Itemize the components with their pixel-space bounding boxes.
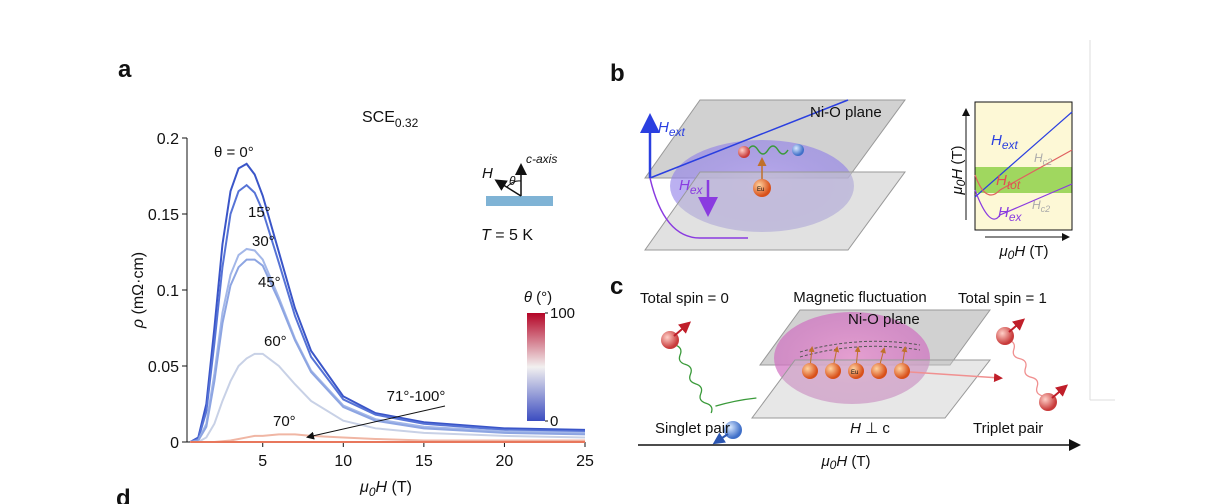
- hex-line: [974, 183, 1073, 220]
- y-axis-label: ρ (mΩ·cm): [130, 252, 147, 329]
- x-tick-label: 20: [496, 453, 514, 470]
- inset-label: c-axis: [526, 152, 557, 166]
- hext-line: [649, 99, 849, 179]
- electron: [792, 144, 804, 156]
- series-label: 70°: [273, 413, 296, 430]
- series-label: θ = 0°: [214, 144, 254, 161]
- pair-wave: [1007, 339, 1044, 397]
- transition-arrow: [909, 371, 1003, 383]
- panel-label: c: [610, 273, 623, 300]
- spin-arrow: [1051, 384, 1069, 399]
- line: [190, 247, 586, 443]
- panel-label: d: [116, 485, 131, 504]
- y-tick-label: 0: [170, 435, 179, 452]
- x-axis-label: μ0H (T): [359, 479, 412, 499]
- eu-ion: [871, 363, 887, 379]
- htot-line: [974, 149, 1073, 196]
- series-label: 45°: [258, 274, 281, 291]
- substrate: [486, 196, 553, 206]
- x-tick-label: 25: [576, 453, 594, 470]
- series-label: 15°: [248, 204, 271, 221]
- series-label: 30°: [252, 233, 275, 250]
- panel-label: b: [610, 60, 625, 87]
- colorbar-label: θ (°): [524, 289, 552, 306]
- diagram-text: Total spin = 1: [958, 290, 1047, 307]
- inset-line-label: Hext: [991, 132, 1019, 152]
- inset-axis-label: μ0H (T): [998, 243, 1048, 262]
- eu-ion: [753, 179, 771, 197]
- field-arrow: [494, 179, 522, 197]
- fluctuation-path: [799, 340, 921, 353]
- inset-line-label: Hex: [998, 204, 1023, 224]
- x-tick-label: 15: [415, 453, 433, 470]
- eu-ion: [825, 363, 841, 379]
- angle-arc: [506, 180, 522, 188]
- eu-chain: [802, 346, 910, 379]
- inset-line-label: Hc2: [1032, 198, 1050, 214]
- spin-arrow: [712, 432, 729, 445]
- temperature: T = 5 K: [481, 227, 533, 244]
- diagram-text: Total spin = 0: [640, 290, 729, 307]
- pair-wave: [674, 344, 757, 414]
- plane-label: Ni-O plane: [810, 104, 882, 121]
- pair-wave: [747, 145, 789, 155]
- colorbar: [527, 313, 545, 421]
- spin-arrow: [1008, 318, 1026, 333]
- ion-label: Eu: [851, 370, 858, 376]
- plane-label: Ni-O plane: [848, 311, 920, 328]
- y-tick-label: 0.05: [148, 359, 179, 376]
- inset-line-label: Hc2: [1034, 151, 1052, 167]
- spin-arrow: [673, 321, 692, 337]
- colorbar-tick-label: 100: [550, 305, 575, 322]
- electron: [738, 146, 750, 158]
- fluctuation-cloud: [774, 312, 930, 404]
- eu-ion: [848, 363, 864, 379]
- eu-ion: [802, 363, 818, 379]
- series-label: 60°: [264, 333, 287, 350]
- line: [189, 162, 586, 443]
- hext-line: [974, 111, 1073, 198]
- hext-label: Hext: [658, 119, 686, 139]
- diagram-text: Magnetic fluctuation: [793, 289, 926, 306]
- inset-plot: [975, 102, 1072, 230]
- colorbar-tick-label: 0: [550, 413, 558, 430]
- diagram-text: Triplet pair: [973, 420, 1043, 437]
- chart-title: SCE0.32: [362, 109, 419, 130]
- line: [190, 352, 586, 443]
- inset-line-label: Htot: [996, 172, 1021, 192]
- inset-label: θ: [509, 174, 516, 188]
- y-tick-label: 0.1: [157, 283, 179, 300]
- inset-label: H: [482, 165, 493, 182]
- y-tick-label: 0.15: [148, 207, 179, 224]
- y-tick-label: 0.2: [157, 131, 179, 148]
- axis-label: μ0H (T): [820, 453, 870, 472]
- x-tick-label: 10: [334, 453, 352, 470]
- plane: [644, 171, 906, 251]
- hex-label: Hex: [679, 177, 704, 197]
- line: [190, 258, 586, 443]
- inset-axis-label: μ0H (T): [949, 145, 968, 195]
- hex-curve: [649, 177, 748, 239]
- series-label: 71°-100°: [387, 388, 446, 405]
- annotation-arrow: [306, 405, 446, 440]
- window-band: [975, 167, 1072, 193]
- eu-ion: [894, 363, 910, 379]
- x-tick-label: 5: [258, 453, 267, 470]
- diagram-text: H ⊥ c: [850, 420, 890, 437]
- panel-label: a: [118, 56, 132, 83]
- line: [189, 183, 586, 443]
- diagram-text: Singlet pair: [655, 420, 730, 437]
- ion-label: Eu: [757, 187, 764, 193]
- electron: [724, 421, 742, 439]
- inset-frame: [974, 101, 1073, 231]
